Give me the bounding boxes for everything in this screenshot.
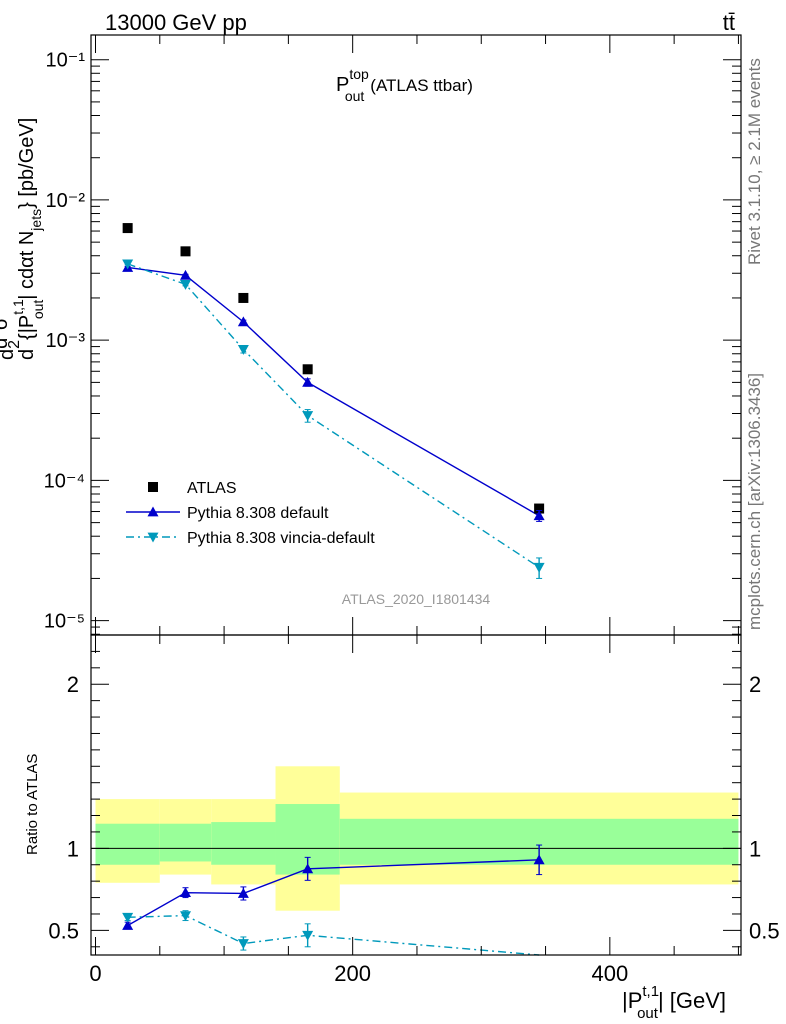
main-y-tick-label: 10⁻⁵ [44, 611, 85, 633]
pythia-vincia-point [237, 344, 249, 355]
main-axes: 10⁻¹ 10⁻² 10⁻³ 10⁻⁴ 10⁻⁵ [44, 35, 741, 635]
ratio-vincia-point [122, 912, 134, 923]
x-tick-label: 400 [591, 961, 628, 986]
ratio-y-tick-label: 1 [67, 836, 79, 861]
ratio-default-point [302, 863, 314, 874]
atlas-data-point [122, 223, 133, 234]
ratio-frame: 0.5 0.5 1 1 2 2 0 200 400 [48, 634, 780, 986]
legend-entry-label: Pythia 8.308 default [187, 505, 329, 522]
x-tick-label: 0 [89, 961, 101, 986]
process-label: tt̄ [723, 10, 735, 35]
pythia-default-point [180, 269, 192, 280]
pythia-vincia-point [302, 411, 314, 422]
analysis-id-label: ATLAS_2020_I1801434 [342, 591, 491, 607]
ratio-y-tick-label-right: 2 [749, 672, 761, 697]
legend-marker-square [148, 482, 158, 492]
ratio-default-point [122, 919, 134, 930]
pythia-vincia-point [533, 562, 545, 573]
legend-entry-label: ATLAS [187, 480, 237, 497]
pythia-vincia-point [122, 259, 134, 270]
ratio-y-tick-label-right: 1 [749, 836, 761, 861]
ratio-series-line [127, 914, 540, 956]
ratio-vincia-point [237, 939, 249, 950]
pythia-default-point [533, 510, 545, 521]
main-plot-area [122, 223, 545, 579]
x-tick-label: 200 [334, 961, 371, 986]
legend-marker-up [147, 506, 159, 517]
atlas-data-point [238, 292, 249, 303]
mcplots-site-label: mcplots.cern.ch [arXiv:1306.3436] [745, 373, 764, 630]
ratio-uncertainty-bands [91, 766, 741, 911]
legend-marker-down [147, 532, 159, 543]
atlas-data-point [534, 503, 545, 514]
pythia-default-point [302, 376, 314, 387]
ratio-band-inner [95, 823, 160, 865]
ratio-vincia-point [180, 911, 192, 922]
main-y-axis-label-text: d2{|Pt,1 out| cdαt Njets} [pb/GeV] [6, 118, 46, 360]
main-y-tick-label: 10⁻⁴ [44, 470, 85, 492]
pythia-default-point [237, 316, 249, 327]
ratio-vincia-point [302, 930, 314, 941]
ratio-band-inner [211, 822, 276, 865]
atlas-data-point [180, 246, 191, 257]
ratio-default-point [533, 854, 545, 865]
main-y-tick-label: 10⁻³ [46, 330, 86, 352]
x-axis-label: |Pt,1 out| [GeV] [622, 983, 726, 1022]
main-series-line [127, 266, 540, 517]
plot-title: Ptop out(ATLAS ttbar) [336, 66, 473, 104]
ratio-default-point [237, 887, 249, 898]
ratio-y-tick-label: 2 [67, 672, 79, 697]
ratio-y-axis-label: Ratio to ATLAS [24, 754, 41, 855]
rivet-version-label: Rivet 3.1.10, ≥ 2.1M events [745, 58, 764, 265]
atlas-data-point [302, 364, 313, 375]
ratio-y-tick-label: 0.5 [48, 918, 79, 943]
ratio-band-inner [159, 823, 212, 862]
legend-entry-label: Pythia 8.308 vincia-default [187, 530, 375, 547]
legend: ATLAS Pythia 8.308 default Pythia 8.308 vi… [126, 480, 375, 547]
ratio-y-tick-label-right: 0.5 [749, 918, 780, 943]
pythia-vincia-point [180, 279, 192, 290]
energy-label: 13000 GeV pp [105, 10, 247, 35]
main-y-tick-label: 10⁻² [46, 190, 86, 212]
main-y-tick-label: 10⁻¹ [46, 50, 86, 72]
ratio-plot-area [122, 844, 545, 956]
ratio-default-point [180, 887, 192, 898]
ratio-frame-box [90, 634, 742, 956]
